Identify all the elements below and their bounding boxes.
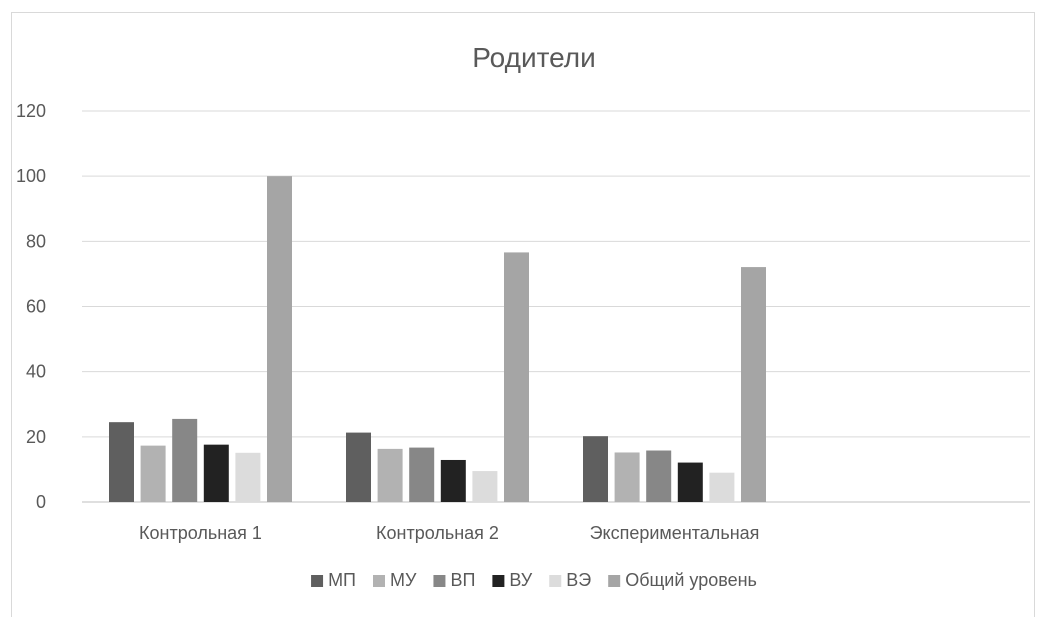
legend: МП МУ ВП ВУ ВЭ Общий уровень: [311, 570, 757, 590]
bar: [472, 471, 498, 502]
legend-label: ВУ: [509, 570, 532, 590]
bar: [377, 448, 403, 502]
legend-swatch: [373, 575, 385, 587]
bar: [235, 452, 261, 502]
y-tick-label: 80: [26, 231, 46, 251]
y-tick-label: 60: [26, 297, 46, 317]
bars: [109, 176, 766, 502]
bar: [109, 422, 134, 502]
y-tick-label: 120: [16, 101, 46, 121]
x-category-label: Контрольная 2: [376, 523, 499, 543]
bar: [140, 445, 166, 502]
bar: [409, 447, 435, 502]
legend-swatch: [549, 575, 562, 587]
legend-swatch: [608, 575, 621, 587]
legend-label: МУ: [390, 570, 417, 590]
legend-label: Общий уровень: [625, 570, 757, 590]
bar: [203, 444, 229, 502]
y-axis: 0 20 40 60 80 100 120: [16, 101, 46, 512]
y-tick-label: 0: [36, 492, 46, 512]
legend-swatch: [433, 575, 446, 587]
y-tick-label: 100: [16, 166, 46, 186]
x-category-label: Экспериментальная: [590, 523, 760, 543]
y-tick-label: 40: [26, 362, 46, 382]
bar: [504, 252, 529, 502]
chart-title: Родители: [472, 42, 596, 73]
y-tick-label: 20: [26, 427, 46, 447]
x-category-label: Контрольная 1: [139, 523, 262, 543]
bar: [440, 459, 466, 502]
bar: [677, 462, 703, 502]
legend-label: ВП: [450, 570, 475, 590]
legend-swatch: [492, 575, 505, 587]
bar: [741, 267, 766, 502]
bar: [172, 418, 198, 502]
gridlines: [82, 110, 1030, 503]
legend-swatch: [311, 575, 324, 587]
bar: [583, 436, 608, 502]
x-axis: Контрольная 1 Контрольная 2 Эксперименталь…: [139, 523, 759, 543]
bar: [646, 450, 672, 502]
bar: [346, 432, 371, 502]
bar: [267, 176, 292, 502]
legend-label: ВЭ: [566, 570, 591, 590]
legend-label: МП: [328, 570, 356, 590]
chart-frame: [11, 12, 1035, 617]
bar: [614, 452, 640, 502]
bar: [709, 472, 735, 502]
